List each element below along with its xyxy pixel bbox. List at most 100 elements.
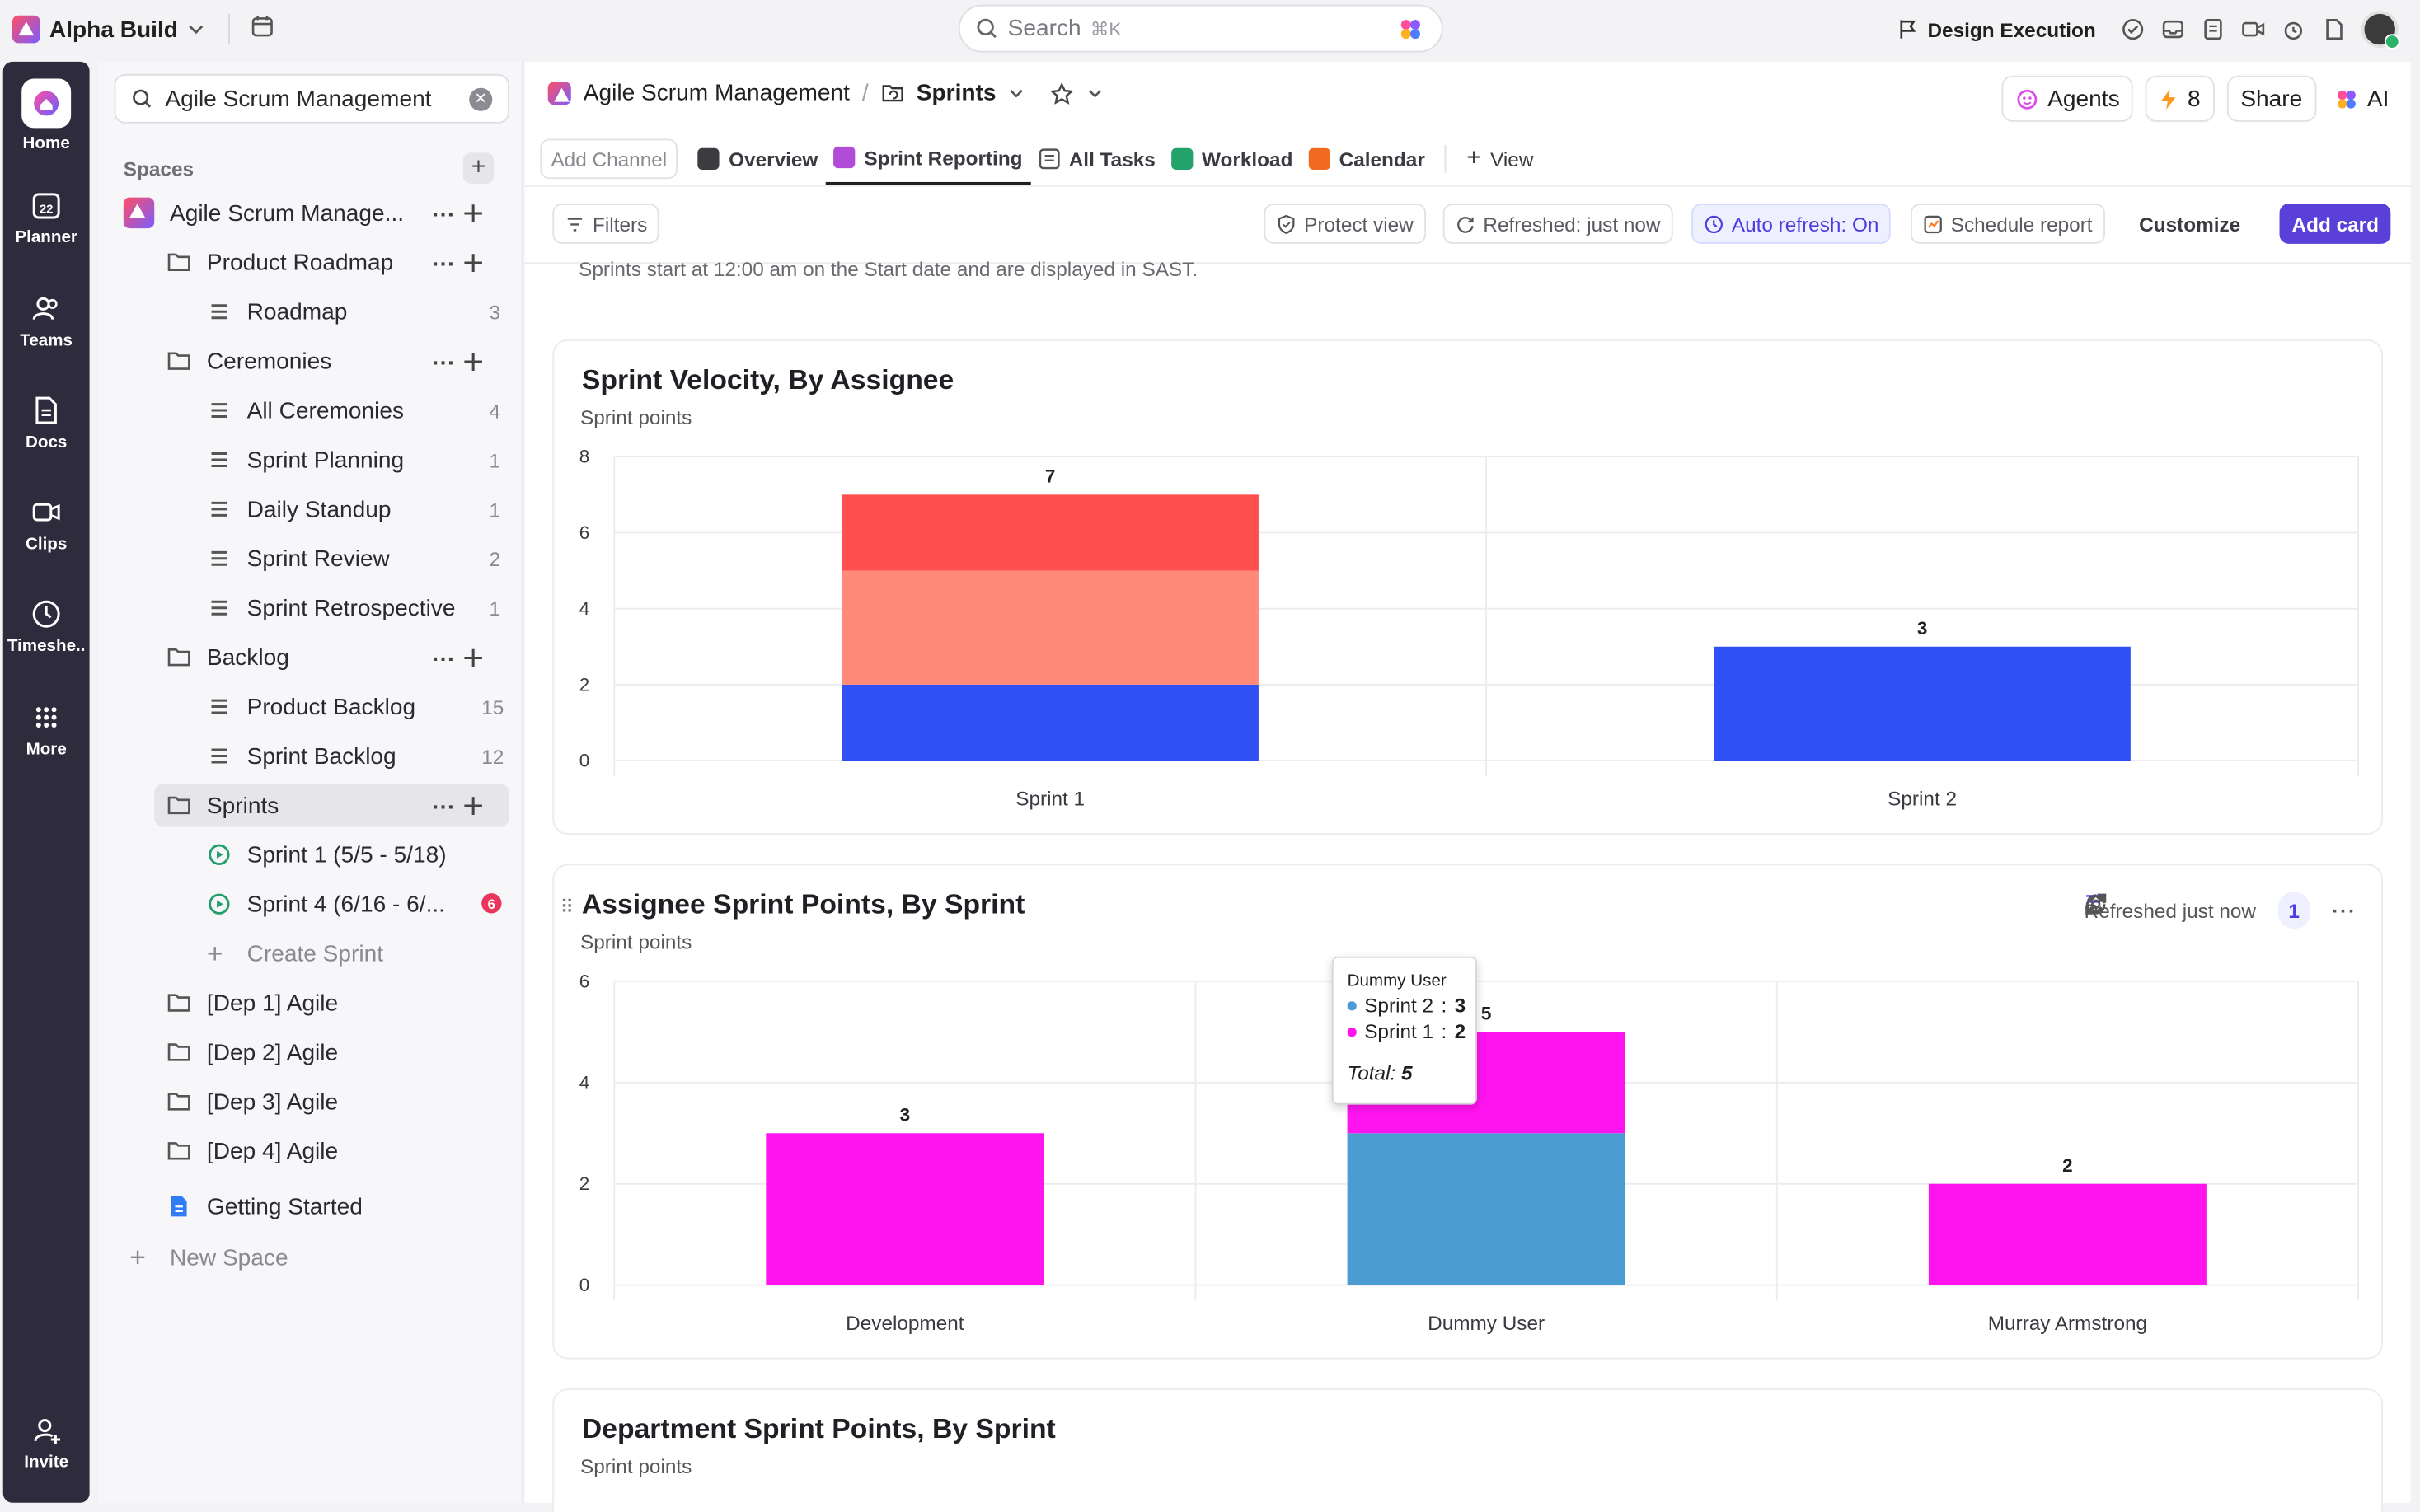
gear-icon[interactable]	[2085, 892, 2109, 916]
drag-handle-icon[interactable]: ⠿	[560, 896, 575, 919]
automations-button[interactable]: 8	[2146, 75, 2215, 122]
sidebar-item-all-ceremonies[interactable]: All Ceremonies 4	[207, 389, 509, 432]
nav-docs[interactable]: Docs	[3, 393, 90, 452]
notepad-icon[interactable]	[2201, 17, 2225, 42]
inbox-icon[interactable]	[2160, 17, 2185, 42]
sidebar-item-dep-4-agile[interactable]: [Dep 4] Agile	[166, 1130, 509, 1173]
design-execution-button[interactable]: Design Execution	[1897, 18, 2096, 41]
sidebar-item-backlog[interactable]: Backlog ··· ＋	[166, 635, 509, 678]
customize-button[interactable]: Customize	[2128, 204, 2252, 244]
nav-more[interactable]: More	[3, 700, 90, 759]
nav-planner[interactable]: 22 Planner	[3, 188, 90, 247]
workspace-switcher[interactable]: Alpha Build	[12, 9, 206, 49]
sidebar-item-dep-1-agile[interactable]: [Dep 1] Agile	[166, 981, 509, 1024]
folder-actions[interactable]: ··· ＋	[432, 793, 485, 821]
card-subtitle: Sprint points	[580, 405, 692, 429]
divider	[524, 262, 2411, 264]
add-view-button[interactable]: + View	[1459, 133, 1541, 185]
check-circle-icon[interactable]	[2121, 17, 2146, 42]
sidebar-item-sprint-review[interactable]: Sprint Review 2	[207, 537, 509, 580]
sidebar-item-product-backlog[interactable]: Product Backlog 15	[207, 685, 509, 728]
chevron-down-icon[interactable]	[1009, 85, 1026, 102]
protect-view-button[interactable]: Protect view	[1264, 204, 1426, 244]
sidebar-item-label: Sprint Planning	[246, 447, 405, 473]
folder-actions[interactable]: ··· ＋	[432, 349, 485, 376]
share-button[interactable]: Share	[2226, 75, 2317, 122]
notification-badge: 6	[481, 893, 502, 914]
new-space-button[interactable]: + New Space	[129, 1236, 288, 1279]
agents-button[interactable]: Agents	[2001, 75, 2134, 122]
auto-refresh-toggle[interactable]: Auto refresh: On	[1691, 204, 1892, 244]
add-card-button[interactable]: Add card	[2279, 204, 2391, 244]
sidebar-item-daily-standup[interactable]: Daily Standup 1	[207, 488, 509, 531]
sidebar-item-dep-2-agile[interactable]: [Dep 2] Agile	[166, 1031, 509, 1074]
add-space-button[interactable]: +	[462, 152, 495, 184]
tab-label: Sprint Reporting	[864, 145, 1023, 170]
sidebar-item-sprint-1-5-5-5-18[interactable]: Sprint 1 (5/5 - 5/18)	[207, 833, 509, 876]
sidebar-search-input[interactable]: Agile Scrum Management ✕	[114, 73, 509, 124]
avatar[interactable]	[2361, 11, 2400, 49]
search-input[interactable]: Search ⌘K	[958, 4, 1443, 53]
ai-brain-icon[interactable]	[1398, 17, 1423, 42]
nav-clips[interactable]: Clips	[3, 495, 90, 554]
tooltip-value: 2	[1454, 1019, 1466, 1043]
folder-actions[interactable]: ··· ＋	[432, 250, 485, 278]
alarm-clock-icon[interactable]	[2281, 17, 2305, 42]
sidebar-item-ceremonies[interactable]: Ceremonies ··· ＋	[166, 339, 509, 382]
breadcrumb-page[interactable]: Sprints	[916, 80, 997, 107]
sidebar-item-sprint-4-6-16-6[interactable]: Sprint 4 (6/16 - 6/... 6	[207, 882, 509, 925]
folder-icon	[166, 349, 191, 373]
sidebar-item-sprints[interactable]: Sprints ··· ＋	[154, 784, 509, 827]
space-actions[interactable]: ··· ＋	[432, 201, 485, 228]
chevron-down-icon[interactable]	[1087, 85, 1104, 102]
sidebar-item-dep-3-agile[interactable]: [Dep 3] Agile	[166, 1080, 509, 1123]
document-icon[interactable]	[2321, 17, 2346, 42]
sidebar-item-getting-started[interactable]: Getting Started	[166, 1185, 509, 1228]
tab-all-tasks[interactable]: All Tasks	[1030, 133, 1163, 185]
calendar-icon[interactable]	[250, 14, 274, 39]
chart-tooltip: Dummy User Sprint 2: 3 Sprint 1: 2 Total…	[1331, 956, 1477, 1105]
card-refreshed-label: Refreshed just now	[2084, 898, 2257, 922]
nav-invite[interactable]: Invite	[3, 1413, 90, 1472]
tooltip-total: Total: 5	[1348, 1061, 1475, 1084]
star-icon[interactable]	[1050, 81, 1075, 105]
x-category-label: Sprint 1	[1015, 788, 1085, 810]
tab-calendar[interactable]: Calendar	[1301, 133, 1433, 185]
sidebar-item-sprint-retrospective[interactable]: Sprint Retrospective 1	[207, 587, 509, 630]
nav-teams[interactable]: Teams	[3, 292, 90, 350]
schedule-report-button[interactable]: Schedule report	[1911, 204, 2105, 244]
card-filter-button[interactable]: 1	[2087, 892, 2310, 929]
nav-label: More	[26, 740, 67, 760]
tab-sprint-reporting[interactable]: Sprint Reporting	[825, 133, 1030, 185]
list-icon	[207, 743, 232, 768]
search-icon	[977, 18, 997, 39]
nav-timesheets[interactable]: Timeshe..	[3, 597, 90, 656]
breadcrumb-space[interactable]: Agile Scrum Management	[583, 80, 850, 107]
add-channel-button[interactable]: Add Channel	[540, 138, 678, 180]
x-category-label: Development	[846, 1313, 964, 1335]
workspace-name: Alpha Build	[49, 16, 178, 43]
sidebar-item-create-sprint[interactable]: + Create Sprint	[207, 932, 509, 975]
sidebar-item-product-roadmap[interactable]: Product Roadmap ··· ＋	[166, 241, 509, 283]
tab-workload[interactable]: Workload	[1163, 133, 1301, 185]
sidebar-item-label: Product Backlog	[246, 693, 416, 720]
card-title: Sprint Velocity, By Assignee	[581, 363, 954, 396]
more-options-icon[interactable]: ···	[2332, 898, 2357, 922]
video-icon[interactable]	[2241, 17, 2266, 42]
sidebar-item-sprint-planning[interactable]: Sprint Planning 1	[207, 438, 509, 481]
clear-icon[interactable]: ✕	[469, 87, 493, 111]
ai-button[interactable]: AI	[2329, 86, 2395, 112]
folder-actions[interactable]: ··· ＋	[432, 645, 485, 672]
bar-segment	[1347, 1133, 1625, 1285]
sidebar-item-sprint-backlog[interactable]: Sprint Backlog 12	[207, 734, 509, 777]
report-icon	[1924, 214, 1942, 233]
space-item[interactable]: Agile Scrum Manage... ··· ＋	[123, 191, 509, 234]
refreshed-button[interactable]: Refreshed: just now	[1442, 204, 1673, 244]
tab-overview[interactable]: Overview	[690, 133, 825, 185]
bar-total-label: 7	[1045, 466, 1056, 486]
nav-home[interactable]: Home	[3, 78, 90, 152]
sidebar-item-label: Sprint Retrospective	[246, 594, 456, 621]
list-icon	[207, 447, 232, 472]
filters-button[interactable]: Filters	[552, 204, 660, 244]
sidebar-item-roadmap[interactable]: Roadmap 3	[207, 290, 509, 333]
